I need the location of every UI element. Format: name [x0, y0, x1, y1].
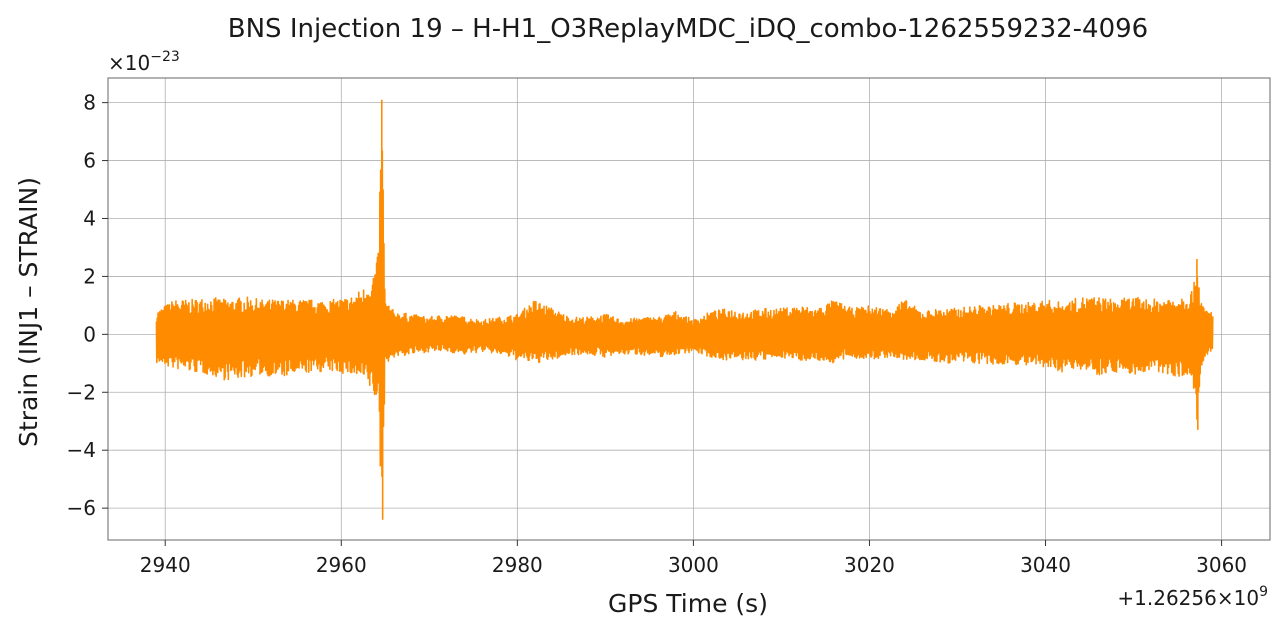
- x-tick-label: 3020: [844, 553, 895, 577]
- y-axis-ticks: −6 −4 −2 0 2 4 6 8: [67, 91, 108, 520]
- x-tick-label: 2940: [140, 553, 191, 577]
- y-tick-label: −6: [67, 496, 96, 520]
- x-tick-label: 3000: [668, 553, 719, 577]
- y-axis-label: Strain (INJ1 – STRAIN): [14, 177, 43, 447]
- x-tick-label: 2980: [492, 553, 543, 577]
- x-offset-label: +1.26256×109: [1117, 584, 1268, 610]
- x-axis-ticks: 2940 2960 2980 3000 3020 3040 3060: [140, 540, 1247, 577]
- x-tick-label: 3060: [1196, 553, 1247, 577]
- strain-series-line: [155, 99, 1214, 520]
- series-layer: [155, 99, 1214, 520]
- y-tick-label: 0: [83, 322, 96, 346]
- plot-frame: [107, 77, 1271, 541]
- y-tick-label: 8: [83, 91, 96, 115]
- y-scale-factor: ×10−23: [108, 49, 180, 75]
- chart-title: BNS Injection 19 – H-H1_O3ReplayMDC_iDQ_…: [228, 14, 1148, 44]
- y-tick-label: −4: [67, 438, 96, 462]
- y-tick-label: 6: [83, 149, 96, 173]
- y-tick-label: 2: [83, 264, 96, 288]
- x-axis-label: GPS Time (s): [608, 589, 768, 618]
- y-tick-label: −2: [67, 380, 96, 404]
- x-tick-label: 2960: [316, 553, 367, 577]
- y-tick-label: 4: [83, 206, 96, 230]
- x-tick-label: 3040: [1020, 553, 1071, 577]
